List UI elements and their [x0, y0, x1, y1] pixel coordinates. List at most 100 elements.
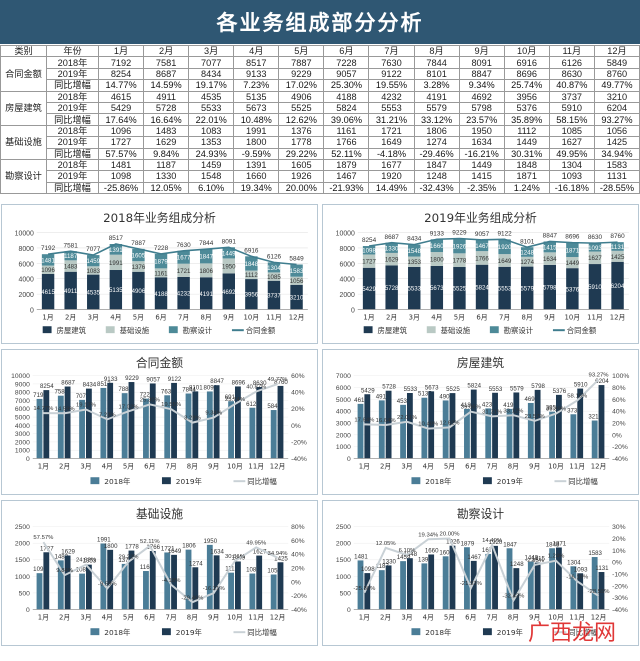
line-data-label: 25.74% [225, 397, 246, 403]
chart-title: 合同金额 [136, 356, 183, 370]
table-cell: 6916 [503, 56, 550, 69]
table-cell: 1248 [413, 170, 460, 183]
table-cell: 58.15% [548, 113, 595, 126]
y-tick-label: 10000 [11, 373, 30, 380]
legend-swatch [105, 326, 115, 334]
x-tick-label: 11月 [248, 613, 264, 621]
data-label: 3210 [290, 295, 304, 302]
table-cell: 1085 [548, 124, 595, 138]
x-tick-label: 2月 [65, 313, 76, 321]
bar-基础设施 [543, 252, 556, 265]
line-data-label: 14.59% [55, 406, 76, 412]
table-cell: 8760 [593, 67, 640, 81]
data-label: 4191 [199, 291, 213, 298]
table-cell: 25.74% [503, 79, 550, 92]
data-label: 5553 [498, 286, 512, 293]
data-label: 7192 [33, 392, 47, 399]
bar-勘察设计 [109, 244, 123, 255]
bar-勘察设计 [177, 250, 190, 264]
bar-基础设施 [64, 260, 77, 272]
line-data-label: 6.10% [399, 548, 416, 554]
bar-房屋建筑 [177, 276, 190, 310]
bar-勘察设计 [566, 242, 579, 258]
y-tick-label: 0 [30, 307, 34, 314]
legend-label: 2019年 [497, 477, 524, 486]
dashboard-title: 各业务组成部分分析 [216, 11, 424, 35]
bar-2018年 [164, 552, 171, 610]
y-tick-label: 1000 [15, 574, 30, 581]
data-label: 8101 [189, 384, 203, 391]
bar-基础设施 [290, 276, 303, 285]
data-label: 4911 [64, 288, 78, 295]
y-tick-label: 1000 [15, 448, 30, 455]
data-label: 1376 [118, 557, 132, 564]
line-data-label: 7192 [41, 245, 56, 252]
table-cell: 1605 [278, 158, 325, 172]
table-row: 房屋建筑 2018年 4615 4911 4535 5135 4906 4188 4232 419… [0, 90, 640, 126]
bar-2018年 [57, 560, 64, 610]
x-tick-label: 10月 [548, 462, 564, 470]
bar-房屋建筑 [267, 280, 281, 310]
line-data-label: 6126 [267, 253, 282, 260]
line-data-label: 24.93% [76, 558, 97, 564]
data-label: 5824 [475, 285, 489, 292]
data-label: 1449 [525, 555, 539, 562]
y2-tick-label: 0% [612, 432, 622, 439]
data-label: 9122 [168, 376, 182, 383]
data-label: 4615 [41, 289, 55, 296]
table-cell: 16.64% [143, 113, 190, 126]
bar-2019年 [598, 572, 605, 610]
legend-label: 2018年 [104, 628, 131, 637]
bar-2018年 [79, 573, 85, 610]
data-label: 1766 [475, 255, 489, 262]
data-label: 1879 [154, 259, 168, 266]
table-cell: 8254 [97, 67, 145, 81]
bar-2018年 [549, 548, 556, 610]
x-tick-label: 9月 [544, 313, 555, 321]
table-cell: 1131 [593, 170, 640, 183]
bar-2019年 [555, 394, 562, 459]
data-label: 5798 [543, 285, 557, 292]
bar-房屋建筑 [543, 264, 556, 310]
month-header: 7月 [368, 44, 415, 58]
line-data-label: 40.87% [246, 385, 267, 391]
y2-tick-label: -40% [291, 456, 307, 463]
y2-tick-label: 40% [291, 390, 304, 397]
bar-2019年 [171, 382, 177, 459]
y-tick-label: 0 [347, 607, 351, 614]
legend-label: 同比增幅 [247, 477, 277, 486]
legend-label: 同比增幅 [247, 628, 277, 637]
line-data-label: 12.62% [440, 420, 461, 426]
bar-2019年 [513, 392, 520, 459]
line-data-label: 7077 [86, 246, 101, 253]
bar-房屋建筑 [87, 274, 100, 310]
table-cell: 24.93% [188, 147, 235, 160]
x-tick-label: 6月 [476, 313, 487, 321]
line-data-label: 14.49% [482, 538, 503, 544]
line-data-label: 31.21% [482, 409, 503, 415]
line-data-label: 7630 [176, 242, 191, 249]
table-cell: 1098 [97, 170, 145, 183]
table-cell: 9122 [368, 67, 415, 81]
table-year-cell: 2018年 [46, 158, 99, 172]
bar-勘察设计 [543, 241, 556, 253]
bar-2019年 [107, 382, 114, 459]
x-tick-label: 12月 [270, 462, 286, 470]
bar-基础设施 [611, 250, 624, 262]
bar-2019年 [598, 385, 605, 459]
line-data-label: 7.23% [99, 412, 116, 418]
chart-panel-survey-design: 勘察设计 0 500 1000 1500 2000 2500 -40% -30% -20% -10%… [322, 500, 639, 646]
line-data-label: 93.27% [589, 373, 610, 379]
y-tick-label: 2000 [336, 432, 351, 439]
x-tick-label: 12月 [591, 462, 607, 470]
line-data-label: -16.18% [566, 574, 589, 580]
month-header: 11月 [548, 44, 595, 58]
table-cell: 4188 [323, 90, 370, 103]
bar-2018年 [143, 571, 149, 610]
table-cell: 4615 [97, 90, 145, 103]
line-data-label: 23.57% [525, 414, 546, 420]
line-data-label: 8687 [385, 234, 400, 241]
table-cell: -4.18% [368, 147, 415, 160]
y2-tick-label: 60% [291, 373, 304, 380]
line-data-label: 20.00% [440, 532, 461, 538]
